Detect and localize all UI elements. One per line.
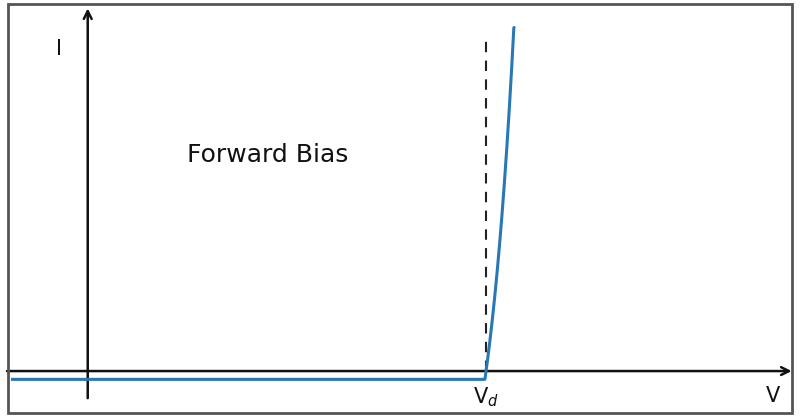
Text: Forward Bias: Forward Bias	[187, 143, 348, 167]
Text: V$_d$: V$_d$	[473, 386, 499, 409]
Text: V: V	[766, 386, 780, 406]
Text: I: I	[56, 40, 62, 59]
